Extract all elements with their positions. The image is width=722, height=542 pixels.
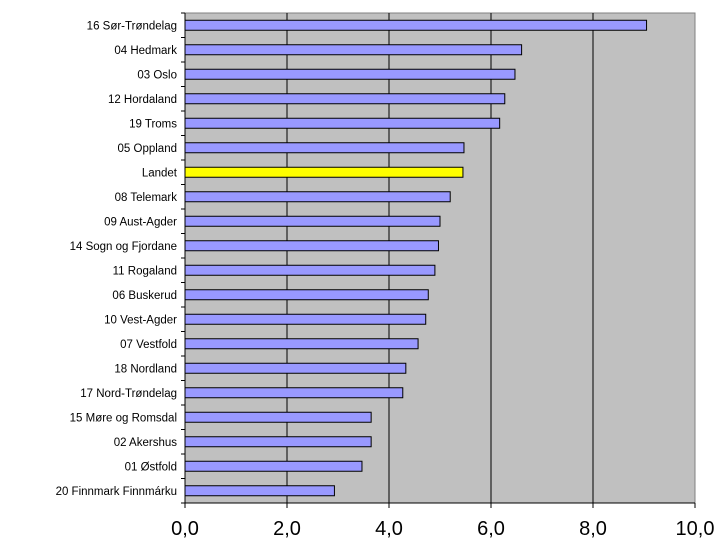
- bar: [184, 338, 419, 350]
- category-label: 02 Akershus: [114, 437, 178, 449]
- category-label: 09 Aust-Agder: [104, 216, 177, 228]
- category-label: 06 Buskerud: [112, 290, 177, 302]
- bar: [184, 240, 439, 252]
- bar: [184, 93, 506, 105]
- bar-highlight: [184, 166, 464, 178]
- bar: [184, 460, 363, 472]
- category-label: 01 Østfold: [125, 461, 177, 473]
- category-label: 04 Hedmark: [114, 45, 177, 57]
- bar: [184, 411, 372, 423]
- plot-area: [184, 12, 696, 504]
- bar: [184, 264, 436, 276]
- category-label: 07 Vestfold: [120, 339, 177, 351]
- bar: [184, 387, 404, 399]
- bar: [184, 313, 427, 325]
- category-label: 10 Vest-Agder: [104, 314, 177, 326]
- x-tick-labels: 0,0 2,0 4,0 6,0 8,0 10,0: [171, 518, 714, 540]
- bar: [184, 436, 372, 448]
- category-labels: 16 Sør-Trøndelag 04 Hedmark 03 Oslo 12 Hord…: [56, 20, 178, 498]
- bar: [184, 44, 523, 56]
- bar: [184, 117, 501, 129]
- x-tick-label: 2,0: [273, 518, 301, 540]
- category-label: 03 Oslo: [137, 69, 177, 81]
- category-label: Landet: [142, 167, 178, 179]
- category-label: 19 Troms: [129, 118, 177, 130]
- category-label: 17 Nord-Trøndelag: [80, 388, 177, 400]
- category-label: 15 Møre og Romsdal: [70, 412, 177, 424]
- bar: [184, 362, 407, 374]
- x-tick-label: 6,0: [477, 518, 505, 540]
- bar: [184, 142, 465, 154]
- bar: [184, 485, 335, 497]
- category-label: 18 Nordland: [114, 363, 177, 375]
- bar: [184, 19, 648, 31]
- x-tick-label: 4,0: [375, 518, 403, 540]
- category-label: 16 Sør-Trøndelag: [87, 20, 177, 32]
- category-label: 12 Hordaland: [108, 94, 177, 106]
- category-label: 14 Sogn og Fjordane: [70, 241, 177, 253]
- x-tick-label: 0,0: [171, 518, 199, 540]
- bar: [184, 215, 441, 227]
- category-label: 08 Telemark: [115, 192, 178, 204]
- category-label: 05 Oppland: [118, 143, 177, 155]
- axes: [181, 12, 696, 508]
- bar: [184, 68, 516, 80]
- category-label: 20 Finnmark Finnmárku: [56, 486, 177, 498]
- bar: [184, 191, 451, 203]
- bar: [184, 289, 429, 301]
- x-tick-label: 8,0: [579, 518, 607, 540]
- x-tick-label: 10,0: [676, 518, 715, 540]
- category-label: 11 Rogaland: [113, 265, 177, 277]
